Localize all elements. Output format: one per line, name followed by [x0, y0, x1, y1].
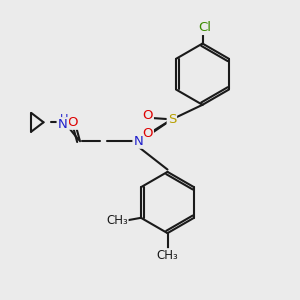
Text: N: N [58, 118, 68, 131]
Text: CH₃: CH₃ [106, 214, 128, 227]
Text: Cl: Cl [198, 21, 211, 34]
Text: CH₃: CH₃ [157, 249, 178, 262]
Text: O: O [142, 128, 153, 140]
Text: S: S [168, 113, 176, 126]
Text: O: O [68, 116, 78, 129]
Text: H: H [60, 114, 68, 124]
Text: O: O [142, 109, 153, 122]
Text: N: N [134, 135, 143, 148]
